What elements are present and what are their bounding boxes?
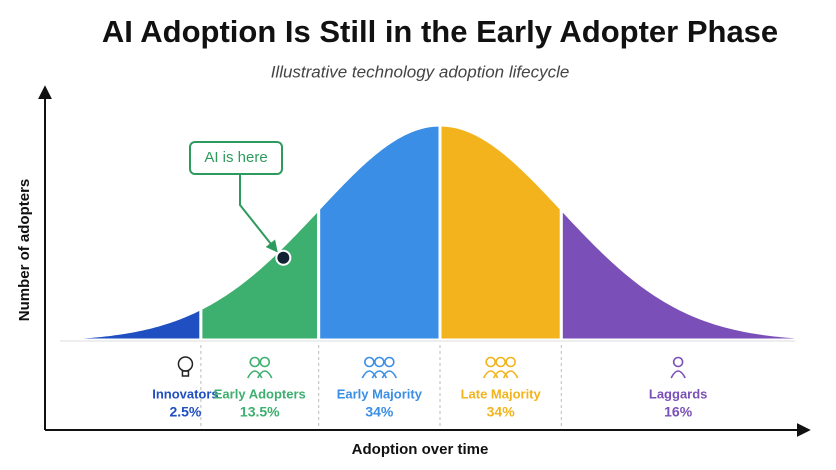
chart-title: AI Adoption Is Still in the Early Adopte…: [102, 14, 778, 49]
icon: [384, 356, 395, 368]
chart-subtitle: Illustrative technology adoption lifecyc…: [271, 62, 570, 81]
icon: [670, 370, 686, 379]
value-label: 13.5%: [240, 404, 280, 420]
icon: [177, 356, 194, 372]
icon: [672, 356, 684, 368]
icon: [257, 370, 273, 379]
marker-dot: [275, 249, 292, 266]
category-label: Innovators: [152, 386, 218, 401]
icon: [181, 370, 190, 377]
icon: [381, 370, 398, 379]
callout-box: [189, 141, 283, 175]
segment: [58, 306, 203, 342]
category-label: Early Majority: [337, 386, 423, 401]
icon: [502, 370, 519, 379]
icon: [505, 356, 516, 368]
icon: [482, 370, 499, 379]
value-label: 16%: [664, 404, 693, 420]
segment: [199, 205, 321, 342]
segment: [559, 205, 797, 342]
icon: [249, 356, 261, 368]
value-label: 34%: [487, 404, 516, 420]
icon: [485, 356, 496, 368]
value-label: 34%: [365, 404, 394, 420]
icon: [492, 370, 509, 379]
callout-arrow: [239, 174, 278, 253]
icon: [364, 356, 375, 368]
icon: [247, 370, 263, 379]
category-label: Late Majority: [461, 386, 542, 401]
segment: [438, 123, 563, 342]
icon: [361, 370, 378, 379]
category-label: Laggards: [649, 386, 708, 401]
icon: [371, 370, 388, 379]
category-label: Early Adopters: [214, 386, 306, 401]
icon: [495, 356, 506, 368]
y-axis-label: Number of adopters: [16, 179, 33, 322]
icon: [374, 356, 385, 368]
icon: [259, 356, 271, 368]
segment: [317, 123, 442, 342]
value-label: 2.5%: [169, 404, 201, 420]
annotation: AI is here: [204, 149, 267, 166]
x-axis-label: Adoption over time: [352, 441, 489, 458]
